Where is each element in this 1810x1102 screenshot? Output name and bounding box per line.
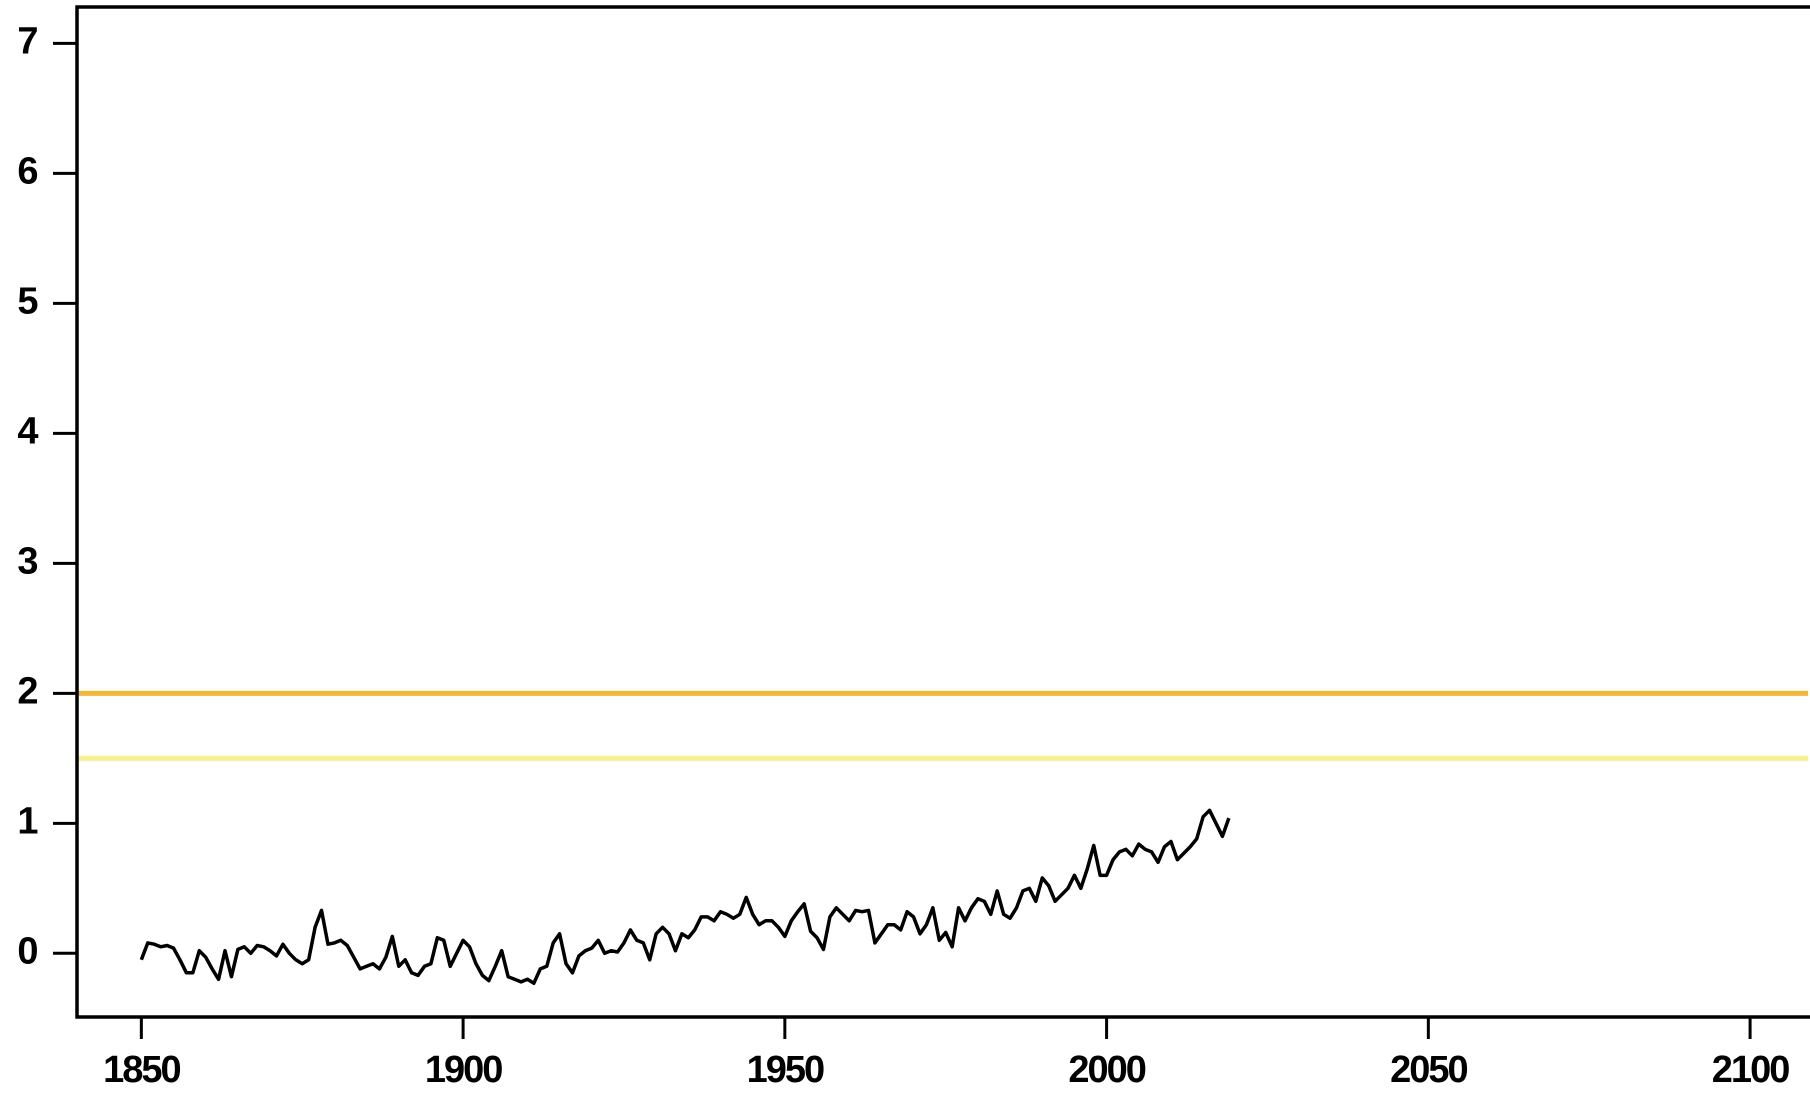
y-tick-label: 2 <box>17 670 37 712</box>
y-tick-label: 1 <box>17 800 38 842</box>
x-tick-label: 2000 <box>1068 1049 1145 1091</box>
plot-frame <box>75 5 1810 1019</box>
y-tick-label: 4 <box>17 410 38 452</box>
x-tick-label: 1950 <box>747 1049 824 1091</box>
x-tick-label: 1850 <box>103 1049 180 1091</box>
x-tick-label: 2050 <box>1390 1049 1467 1091</box>
y-tick-label: 7 <box>17 20 37 62</box>
y-tick-label: 5 <box>17 280 38 322</box>
y-tick-label: 6 <box>17 150 37 192</box>
x-tick-label: 1900 <box>425 1049 502 1091</box>
data-line <box>139 808 1231 985</box>
x-tick-label: 2100 <box>1712 1049 1789 1091</box>
y-tick-label: 0 <box>17 930 37 972</box>
y-tick-label: 3 <box>17 540 37 582</box>
